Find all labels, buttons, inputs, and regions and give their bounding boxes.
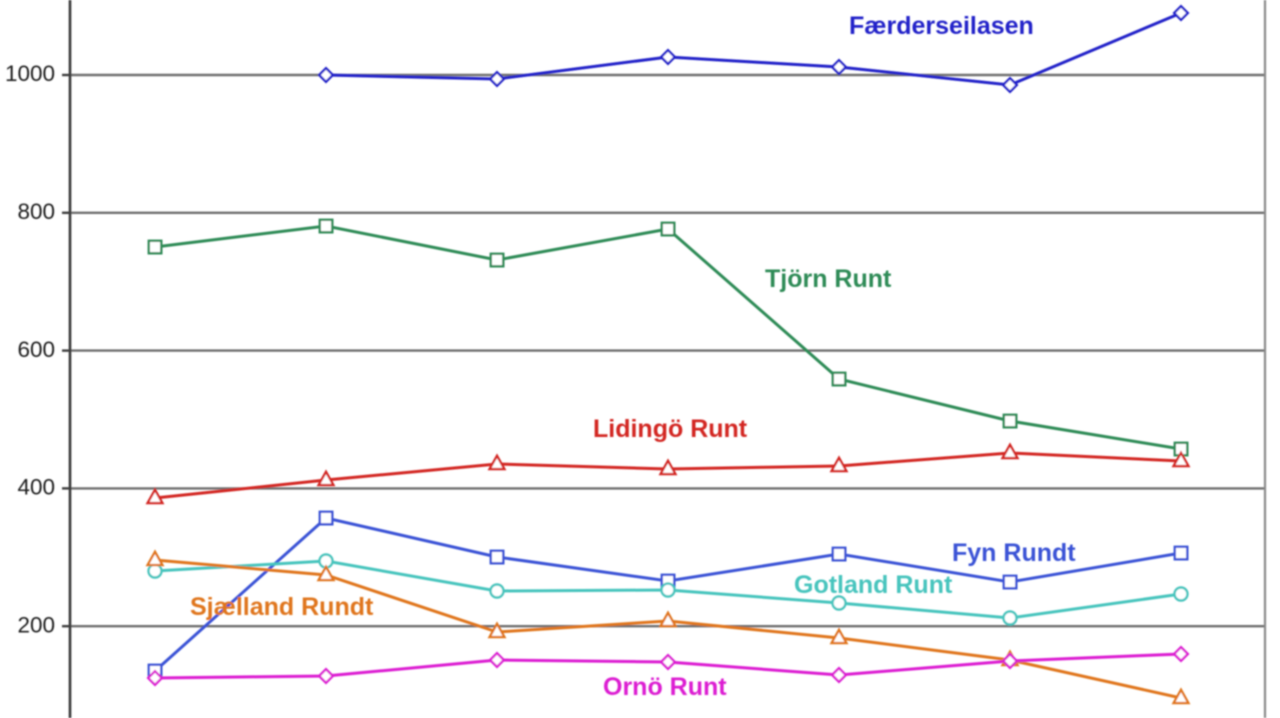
svg-text:Fyn Rundt: Fyn Rundt [952, 539, 1076, 567]
svg-text:Ornö Runt: Ornö Runt [603, 673, 727, 701]
svg-text:Færderseilasen: Færderseilasen [849, 12, 1034, 40]
svg-text:Sjælland Rundt: Sjælland Rundt [190, 593, 374, 621]
svg-text:Gotland Runt: Gotland Runt [794, 571, 953, 599]
svg-text:1000: 1000 [5, 61, 55, 86]
svg-text:400: 400 [17, 475, 55, 500]
svg-text:Tjörn Runt: Tjörn Runt [765, 265, 892, 293]
svg-text:Lidingö Runt: Lidingö Runt [593, 415, 748, 443]
svg-text:600: 600 [17, 337, 55, 362]
svg-text:200: 200 [17, 612, 55, 637]
svg-text:800: 800 [17, 199, 55, 224]
